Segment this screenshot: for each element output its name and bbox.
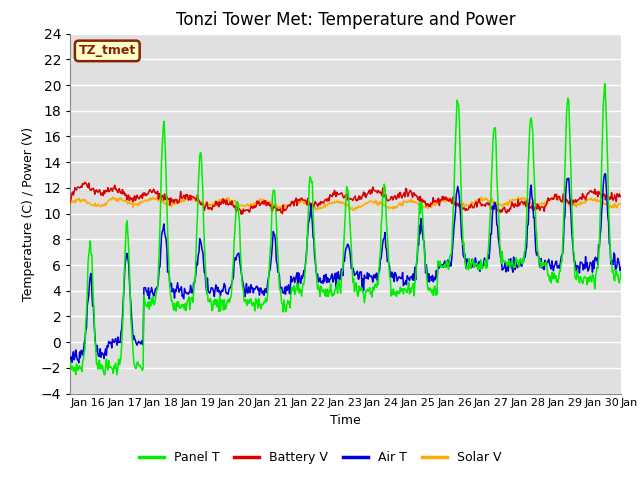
- Solar V: [189, 197, 196, 203]
- Battery V: [414, 196, 422, 202]
- Air T: [219, 288, 227, 294]
- Solar V: [67, 199, 74, 205]
- Text: TZ_tmet: TZ_tmet: [79, 44, 136, 58]
- Battery V: [190, 194, 198, 200]
- Battery V: [81, 180, 89, 185]
- Panel T: [601, 81, 609, 86]
- Battery V: [134, 194, 141, 200]
- Solar V: [617, 201, 625, 206]
- Line: Battery V: Battery V: [70, 182, 621, 214]
- Solar V: [77, 199, 84, 205]
- X-axis label: Time: Time: [330, 414, 361, 427]
- Panel T: [134, 359, 141, 365]
- Solar V: [413, 200, 421, 206]
- Panel T: [617, 269, 625, 275]
- Solar V: [550, 194, 558, 200]
- Panel T: [429, 292, 437, 298]
- Line: Solar V: Solar V: [70, 197, 621, 210]
- Air T: [617, 265, 625, 271]
- Panel T: [67, 359, 74, 364]
- Air T: [75, 360, 83, 366]
- Battery V: [237, 211, 245, 217]
- Air T: [77, 348, 85, 353]
- Air T: [602, 171, 609, 177]
- Solar V: [218, 199, 226, 204]
- Battery V: [219, 196, 227, 202]
- Battery V: [430, 199, 438, 205]
- Y-axis label: Temperature (C) / Power (V): Temperature (C) / Power (V): [22, 127, 35, 300]
- Battery V: [77, 185, 84, 191]
- Air T: [429, 279, 437, 285]
- Solar V: [429, 201, 437, 206]
- Solar V: [133, 201, 141, 207]
- Panel T: [101, 372, 109, 378]
- Panel T: [77, 366, 84, 372]
- Battery V: [617, 193, 625, 199]
- Air T: [67, 360, 74, 365]
- Battery V: [67, 199, 74, 204]
- Line: Panel T: Panel T: [70, 84, 621, 375]
- Title: Tonzi Tower Met: Temperature and Power: Tonzi Tower Met: Temperature and Power: [176, 11, 515, 29]
- Panel T: [413, 252, 421, 257]
- Panel T: [219, 300, 227, 306]
- Air T: [413, 257, 421, 263]
- Air T: [190, 280, 198, 286]
- Panel T: [190, 289, 198, 295]
- Air T: [134, 340, 141, 346]
- Line: Air T: Air T: [70, 174, 621, 363]
- Legend: Panel T, Battery V, Air T, Solar V: Panel T, Battery V, Air T, Solar V: [134, 446, 506, 469]
- Solar V: [349, 207, 356, 213]
